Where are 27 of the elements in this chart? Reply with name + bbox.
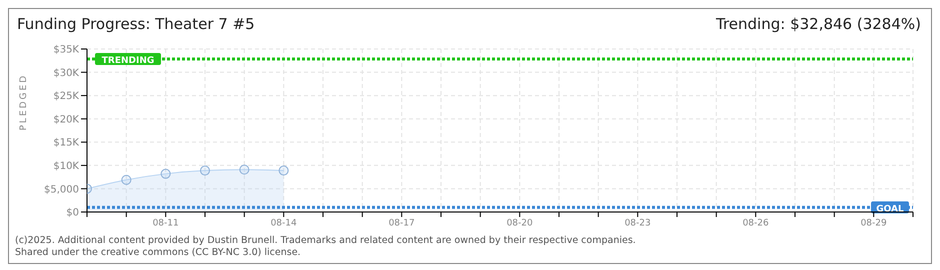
chart-subtitle: Trending: $32,846 (3284%) bbox=[716, 15, 921, 33]
y-tick-label: $35K bbox=[53, 44, 80, 56]
y-tick-label: $0 bbox=[66, 208, 79, 219]
chart-title: Funding Progress: Theater 7 #5 bbox=[17, 15, 255, 33]
point bbox=[278, 166, 289, 176]
ref-line-label: TRENDING bbox=[102, 56, 154, 66]
y-tick-label: $25K bbox=[53, 91, 80, 102]
point bbox=[200, 166, 210, 176]
text: (c)2025. Additional content provided by Dustin Brunell. Trademarks and related content are owned by their respective companies. bbox=[15, 235, 636, 247]
y-axis-title: PLEDGED bbox=[19, 74, 30, 130]
point bbox=[121, 174, 132, 185]
point bbox=[160, 168, 171, 179]
y-tick-label: $20K bbox=[53, 114, 80, 126]
y-tick-label: $10K bbox=[53, 160, 80, 172]
x-tick-label: 08-11 bbox=[152, 218, 179, 228]
ref-line-label: GOAL bbox=[876, 204, 904, 214]
point bbox=[239, 164, 250, 175]
x-tick-label: 08-26 bbox=[742, 218, 770, 228]
text: Shared under the creative commons (CC BY-NC 3.0) license. bbox=[15, 247, 302, 259]
y-tick-label: $30K bbox=[53, 68, 80, 79]
x-tick-label: 08-29 bbox=[860, 218, 888, 228]
y-tick-label: $15K bbox=[53, 138, 80, 149]
y-tick-label: $5,000 bbox=[44, 184, 79, 196]
x-tick-label: 08-14 bbox=[270, 218, 298, 228]
x-tick-label: 08-17 bbox=[388, 218, 415, 228]
x-tick-label: 08-20 bbox=[506, 218, 534, 228]
x-tick-label: 08-23 bbox=[624, 218, 651, 228]
